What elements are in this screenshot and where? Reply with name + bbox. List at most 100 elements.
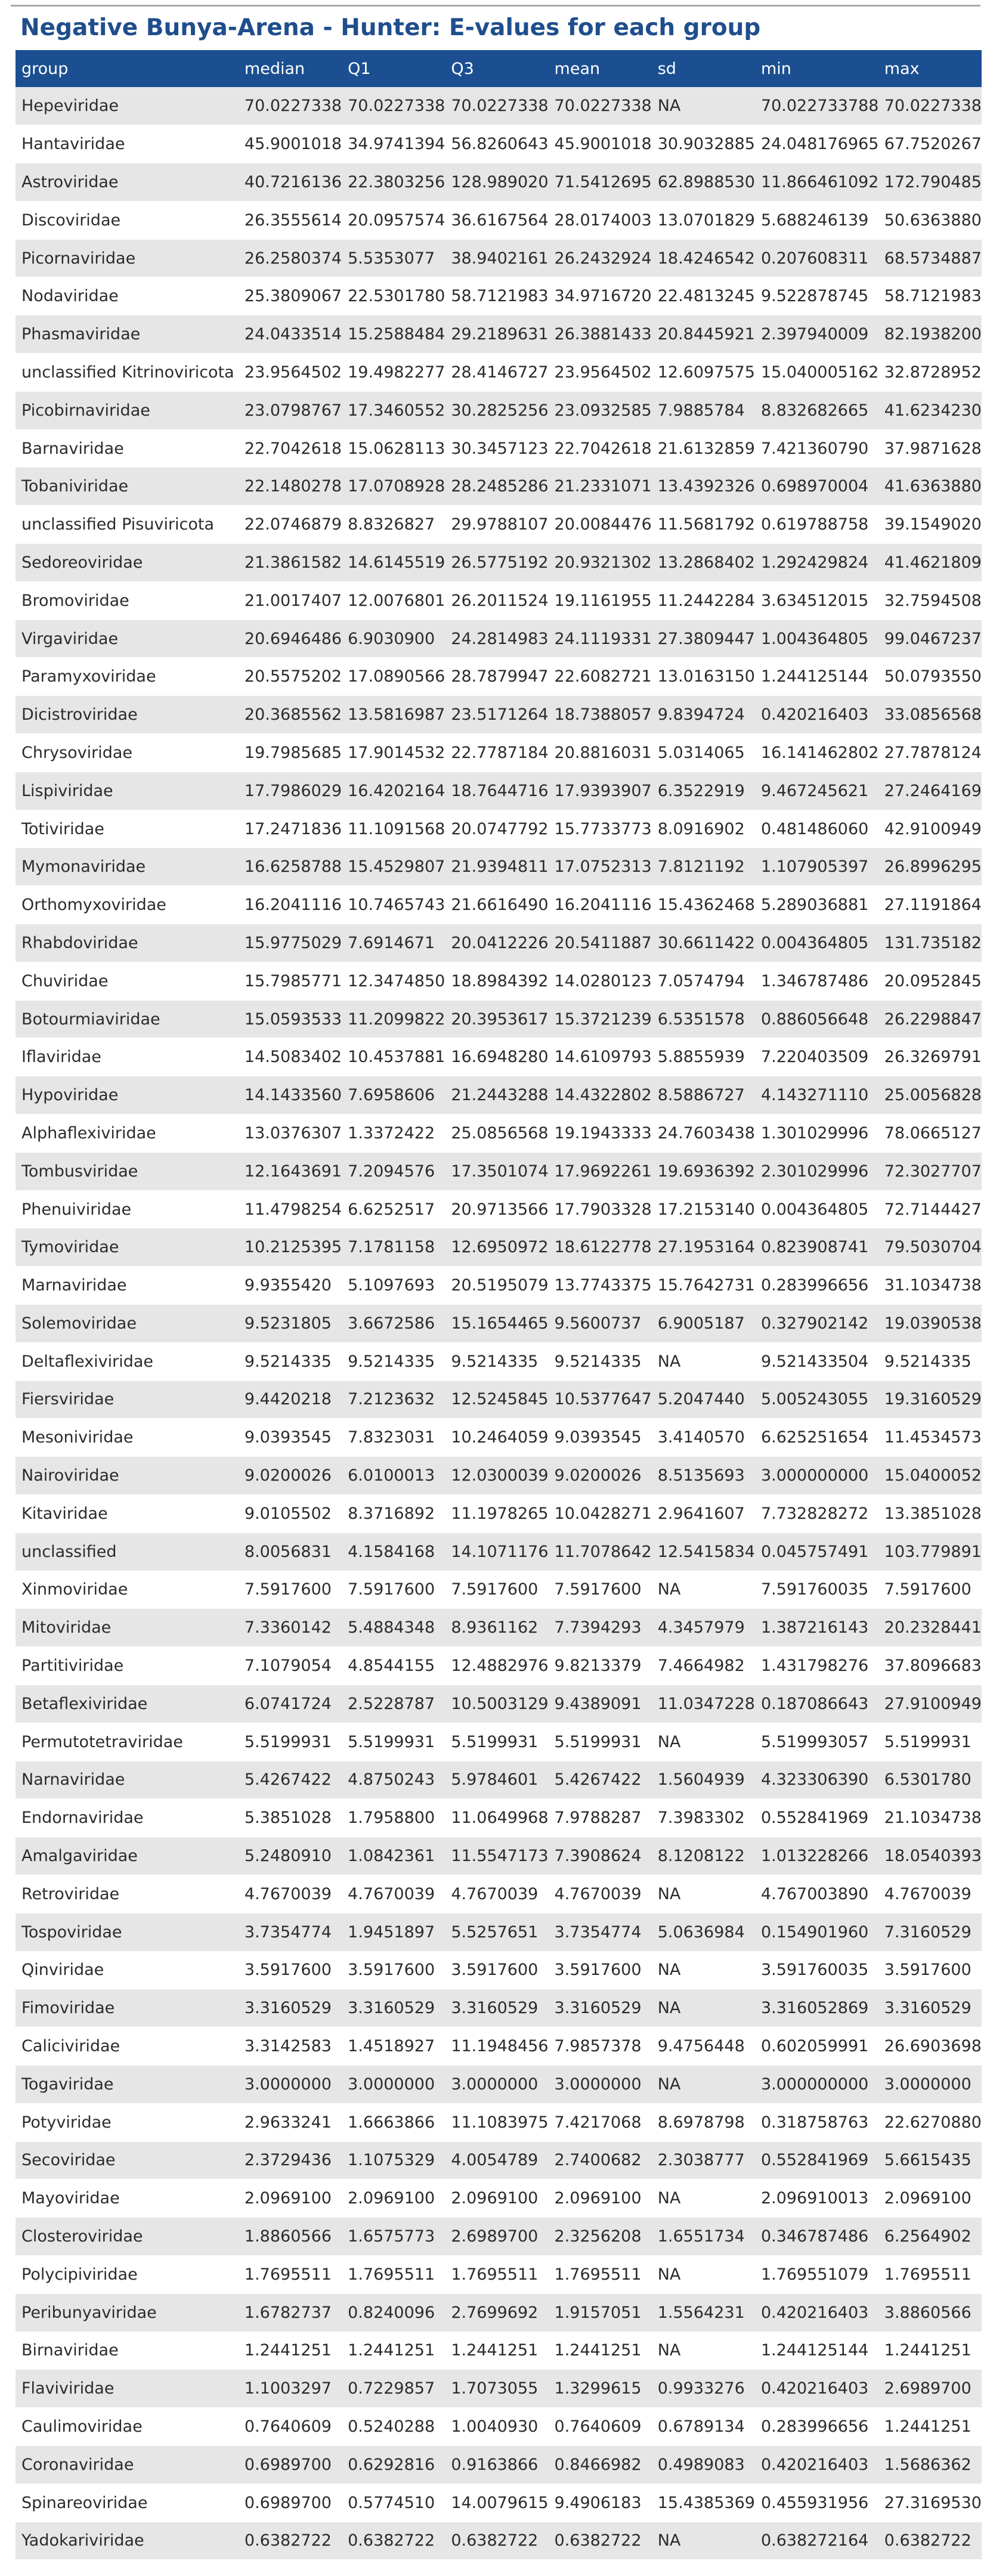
table-cell-group: Closteroviridae — [16, 2217, 239, 2256]
table-cell-min: 0.045757491 — [754, 1532, 878, 1571]
table-cell-median: 15.0593533 — [238, 1000, 342, 1039]
table-cell-median: 5.3851028 — [238, 1798, 342, 1838]
table-cell-q1: 4.8750243 — [342, 1761, 445, 1800]
table-cell-max: 26.6903698 — [878, 2027, 982, 2066]
table-cell-q1: 0.8240096 — [342, 2293, 445, 2332]
table-cell-q3: 36.6167564 — [445, 201, 549, 240]
table-row: Discoviridae 26.3555614 20.0957574 36.61675… — [16, 201, 982, 240]
table-cell-max: 41.6363880 — [878, 467, 982, 506]
table-cell-group: Nairoviridae — [16, 1456, 239, 1495]
table-cell-sd: 5.8855939 — [651, 1038, 755, 1077]
table-cell-max: 5.5199931 — [878, 1723, 982, 1761]
table-cell-max: 70.0227338 — [878, 87, 982, 126]
table-cell-max: 3.0000000 — [878, 2065, 982, 2104]
table-row: Marnaviridae 9.9355420 5.1097693 20.5195079… — [16, 1266, 982, 1305]
table-cell-q3: 20.0412226 — [445, 924, 549, 962]
table-cell-group: Bromoviridae — [16, 581, 239, 620]
table-cell-min: 1.013228266 — [754, 1837, 878, 1875]
table-cell-group: Fimoviridae — [16, 1989, 239, 2028]
table-cell-q1: 10.7465743 — [342, 886, 445, 925]
table-cell-min: 4.323306390 — [754, 1761, 878, 1800]
table-cell-q3: 17.3501074 — [445, 1152, 549, 1191]
table-cell-max: 82.1938200 — [878, 315, 982, 354]
table-cell-q3: 28.2485286 — [445, 467, 549, 506]
table-header-row: group median Q1 Q3 mean sd min max — [16, 50, 982, 87]
table-cell-group: Discoviridae — [16, 201, 239, 240]
table-cell-sd: 20.8445921 — [651, 315, 755, 354]
table-cell-min: 2.397940009 — [754, 315, 878, 354]
table-cell-sd: 19.6936392 — [651, 1152, 755, 1191]
table-cell-max: 1.2441251 — [878, 2332, 982, 2370]
table-cell-group: Potyviridae — [16, 2103, 239, 2142]
table-cell-q3: 4.0054789 — [445, 2141, 549, 2180]
table-cell-sd: 15.4362468 — [651, 886, 755, 925]
table-cell-median: 14.1433560 — [238, 1076, 342, 1115]
table-cell-q1: 3.0000000 — [342, 2065, 445, 2104]
table-cell-q1: 3.3160529 — [342, 1989, 445, 2028]
table-cell-min: 1.244125144 — [754, 2332, 878, 2370]
table-row: Mayoviridae 2.0969100 2.0969100 2.0969100 2.… — [16, 2179, 982, 2218]
table-cell-max: 26.2298847 — [878, 1000, 982, 1039]
table-cell-group: Mesoniviridae — [16, 1418, 239, 1457]
table-cell-median: 22.7042618 — [238, 429, 342, 468]
table-row: Tospoviridae 3.7354774 1.9451897 5.5257651 3… — [16, 1913, 982, 1952]
table-cell-group: Iflaviridae — [16, 1038, 239, 1077]
table-cell-q3: 25.0856568 — [445, 1114, 549, 1153]
table-cell-min: 7.591760035 — [754, 1571, 878, 1609]
table-cell-sd: NA — [651, 2522, 755, 2560]
table-cell-group: Coronaviridae — [16, 2445, 239, 2484]
table-cell-q3: 20.3953617 — [445, 1000, 549, 1039]
table-cell-mean: 21.2331071 — [548, 467, 652, 506]
table-cell-median: 23.9564502 — [238, 353, 342, 392]
table-row: Betaflexiviridae 6.0741724 2.5228787 10.500… — [16, 1685, 982, 1723]
table-cell-max: 172.7904850 — [878, 163, 982, 202]
table-cell-median: 70.0227338 — [238, 87, 342, 126]
table-cell-group: Solemoviridae — [16, 1304, 239, 1343]
table-cell-median: 20.5575202 — [238, 657, 342, 696]
table-cell-sd: 0.9933276 — [651, 2369, 755, 2408]
table-cell-median: 20.6946486 — [238, 620, 342, 658]
table-cell-sd: 5.0314065 — [651, 733, 755, 772]
table-cell-group: Tospoviridae — [16, 1913, 239, 1952]
table-cell-mean: 11.7078642 — [548, 1532, 652, 1571]
table-cell-max: 19.3160529 — [878, 1380, 982, 1419]
table-cell-max: 7.5917600 — [878, 1571, 982, 1609]
table-cell-sd: NA — [651, 1342, 755, 1381]
table-row: Tobaniviridae 22.1480278 17.0708928 28.2485… — [16, 467, 982, 506]
table-cell-q1: 3.5917600 — [342, 1951, 445, 1990]
table-cell-group: Sedoreoviridae — [16, 543, 239, 582]
table-cell-mean: 15.7733773 — [548, 810, 652, 849]
table-cell-median: 3.5917600 — [238, 1951, 342, 1990]
table-cell-max: 1.2441251 — [878, 2407, 982, 2446]
table-cell-q1: 15.0628113 — [342, 429, 445, 468]
table-cell-max: 32.7594508 — [878, 581, 982, 620]
table-cell-sd: 13.2868402 — [651, 543, 755, 582]
table-cell-mean: 17.9393907 — [548, 772, 652, 810]
table-cell-min: 1.301029996 — [754, 1114, 878, 1153]
table-cell-min: 1.387216143 — [754, 1608, 878, 1648]
table-cell-sd: 27.3809447 — [651, 620, 755, 658]
table-cell-q1: 13.5816987 — [342, 695, 445, 735]
table-cell-group: Caliciviridae — [16, 2027, 239, 2066]
table-cell-max: 3.3160529 — [878, 1989, 982, 2028]
table-cell-q1: 7.6958606 — [342, 1076, 445, 1115]
table-cell-median: 40.7216136 — [238, 163, 342, 202]
table-cell-max: 22.6270880 — [878, 2103, 982, 2142]
table-cell-mean: 7.5917600 — [548, 1571, 652, 1609]
table-row: Closteroviridae 1.8860566 1.6575773 2.69897… — [16, 2217, 982, 2256]
table-row: Bromoviridae 21.0017407 12.0076801 26.20115… — [16, 581, 982, 620]
table-cell-q3: 14.0079615 — [445, 2484, 549, 2522]
table-cell-q3: 10.5003129 — [445, 1685, 549, 1723]
table-cell-median: 12.1643691 — [238, 1152, 342, 1191]
table-cell-max: 37.9871628 — [878, 429, 982, 468]
table-cell-mean: 10.5377647 — [548, 1380, 652, 1419]
table-cell-group: Partitiviridae — [16, 1646, 239, 1685]
table-row: Xinmoviridae 7.5917600 7.5917600 7.5917600 7… — [16, 1571, 982, 1609]
table-cell-min: 0.004364805 — [754, 1190, 878, 1229]
table-cell-min: 1.769551079 — [754, 2255, 878, 2294]
table-cell-q3: 5.5199931 — [445, 1723, 549, 1761]
table-cell-min: 0.638272164 — [754, 2522, 878, 2560]
table-cell-q3: 11.0649968 — [445, 1798, 549, 1838]
table-cell-median: 3.7354774 — [238, 1913, 342, 1952]
table-cell-sd: 30.9032885 — [651, 125, 755, 164]
